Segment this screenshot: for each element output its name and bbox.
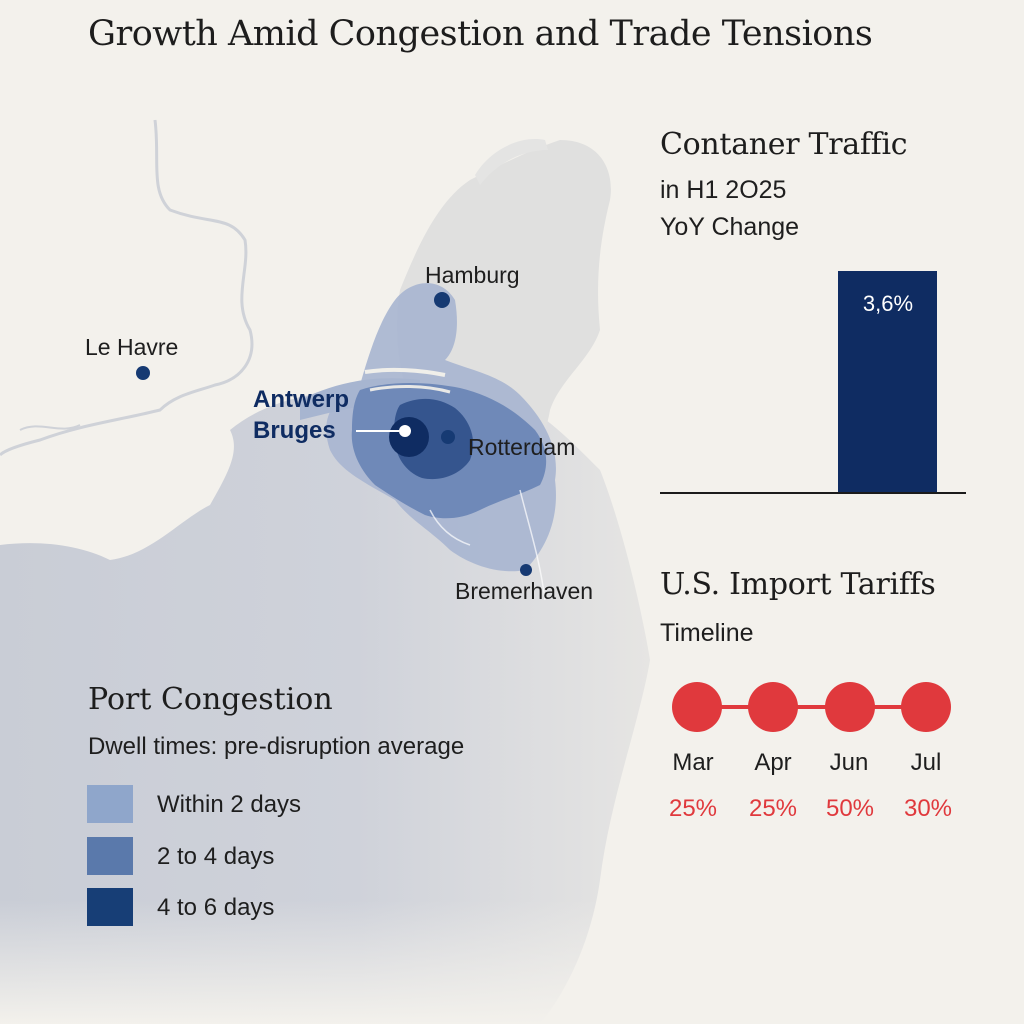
england-coastline xyxy=(0,119,254,457)
le-havre-marker xyxy=(136,366,150,380)
legend-swatch-4-to-6-days xyxy=(87,888,133,926)
rotterdam-marker xyxy=(441,430,455,444)
city-label-le-havre: Le Havre xyxy=(85,334,179,360)
frisian-islands xyxy=(475,139,548,185)
timeline-rate: 25% xyxy=(748,795,798,822)
hamburg-marker xyxy=(434,292,450,308)
timeline-month: Jul xyxy=(910,749,942,776)
timeline-rate: 50% xyxy=(825,795,875,822)
timeline-dot-apr xyxy=(748,682,798,732)
timeline-month: Apr xyxy=(754,749,792,776)
city-label-antwerp: Antwerp xyxy=(253,386,349,413)
tariffs-subtitle: Timeline xyxy=(660,619,754,647)
border-line xyxy=(429,509,471,546)
city-label-bruges: Bruges xyxy=(253,417,336,444)
estuary xyxy=(369,385,451,394)
traffic-subtitle-metric: YoY Change xyxy=(660,213,800,241)
traffic-subtitle-period: in H1 2O25 xyxy=(660,176,787,204)
page-title: Growth Amid Congestion and Trade Tension… xyxy=(88,14,873,54)
traffic-heading: Contaner Traffic xyxy=(660,127,908,162)
legend-label: Within 2 days xyxy=(157,791,302,818)
bremerhaven-marker xyxy=(520,564,532,576)
timeline-month: Jun xyxy=(829,749,869,776)
timeline-month: Mar xyxy=(672,749,714,776)
legend-label: 2 to 4 days xyxy=(157,843,275,870)
border-line xyxy=(519,489,546,601)
traffic-bar xyxy=(838,271,937,493)
legend-title: Port Congestion xyxy=(88,682,333,717)
traffic-bar-label: 3,6% xyxy=(862,291,914,316)
england-inlet xyxy=(19,424,81,431)
timeline-dot-jul xyxy=(901,682,951,732)
timeline-rate: 25% xyxy=(668,795,718,822)
city-label-bremerhaven: Bremerhaven xyxy=(455,578,594,604)
antwerp-bruges-marker-inner xyxy=(399,425,411,437)
timeline-dot-jun xyxy=(825,682,875,732)
legend-subtitle: Dwell times: pre-disruption average xyxy=(88,733,465,760)
legend-swatch-within-2-days xyxy=(87,785,133,823)
city-label-rotterdam: Rotterdam xyxy=(468,434,576,460)
tariffs-heading: U.S. Import Tariffs xyxy=(660,567,936,602)
antwerp-bruges-marker xyxy=(389,417,429,457)
timeline-rate: 30% xyxy=(903,795,953,822)
legend-label: 4 to 6 days xyxy=(157,894,275,921)
timeline-dot-mar xyxy=(672,682,722,732)
estuary xyxy=(364,367,446,377)
legend-swatch-2-to-4-days xyxy=(87,837,133,875)
city-label-hamburg: Hamburg xyxy=(425,262,520,288)
